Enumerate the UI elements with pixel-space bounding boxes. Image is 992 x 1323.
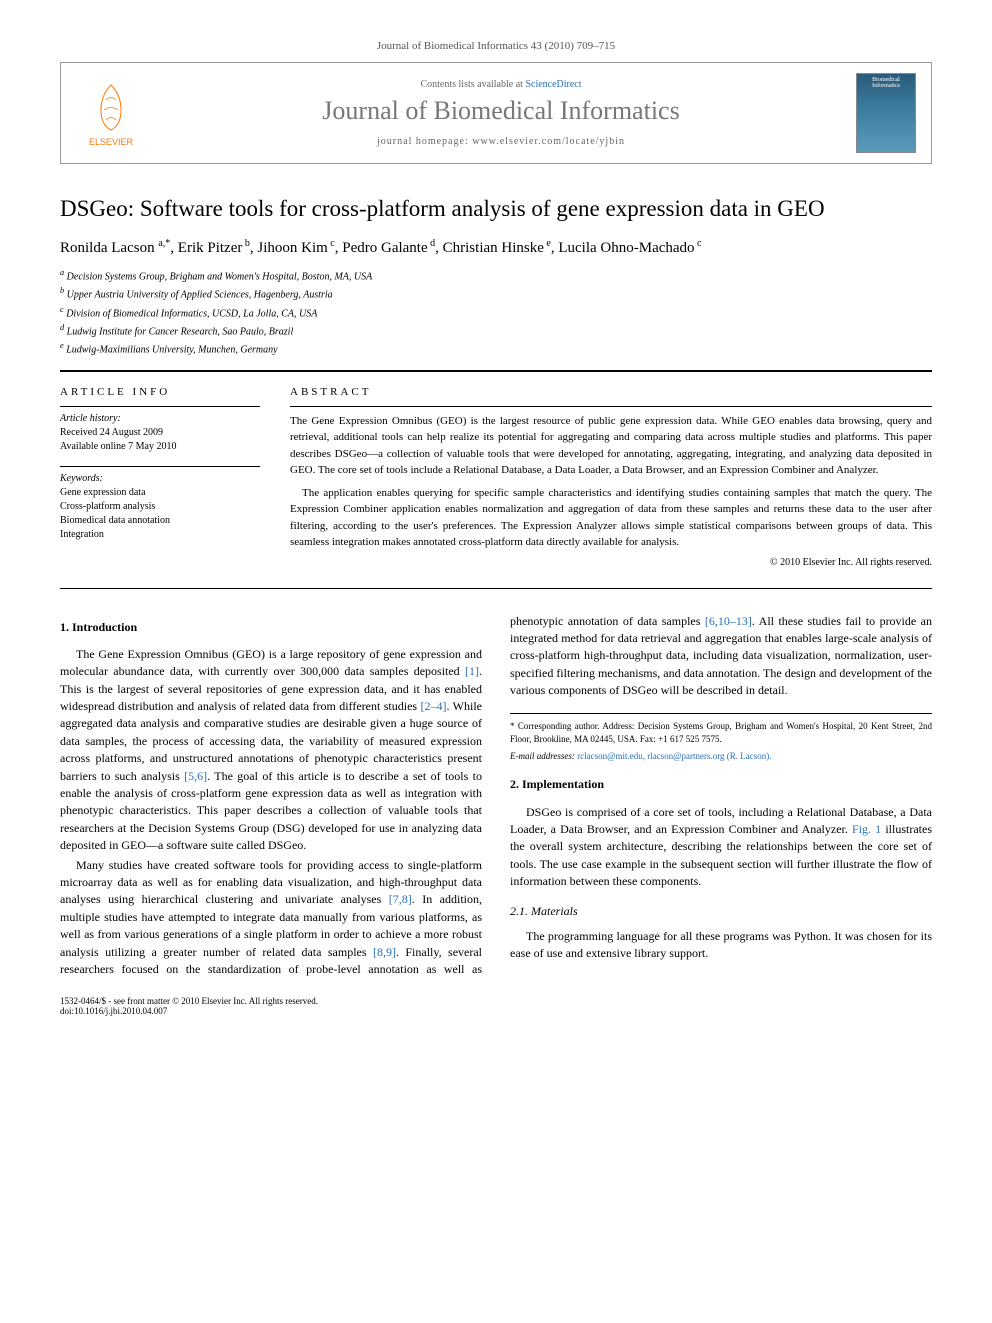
abstract-column: ABSTRACT The Gene Expression Omnibus (GE… [290,386,932,568]
keywords-text: Gene expression dataCross-platform analy… [60,486,260,542]
publisher-logo: ELSEVIER [76,76,146,151]
corresponding-author: * Corresponding author. Address: Decisio… [510,720,932,745]
email-addresses[interactable]: rclacson@mit.edu, rlacson@partners.org (… [577,751,771,761]
email-label: E-mail addresses: [510,751,575,761]
authors-list: Ronilda Lacson a,*, Erik Pitzer b, Jihoo… [60,238,932,257]
abstract-copyright: © 2010 Elsevier Inc. All rights reserved… [290,557,932,568]
issn-line: 1532-0464/$ - see front matter © 2010 El… [60,996,932,1006]
contents-available: Contents lists available at ScienceDirec… [146,79,856,90]
article-info-column: ARTICLE INFO Article history: Received 2… [60,386,260,568]
paragraph: The Gene Expression Omnibus (GEO) is a l… [60,646,482,855]
sciencedirect-link[interactable]: ScienceDirect [525,79,581,90]
abstract-body: The Gene Expression Omnibus (GEO) is the… [290,406,932,551]
keywords-label: Keywords: [60,473,260,484]
section-heading-intro: 1. Introduction [60,619,482,636]
divider [60,588,932,589]
paragraph: The programming language for all these p… [510,928,932,963]
subsection-heading-materials: 2.1. Materials [510,903,932,920]
affiliations: a Decision Systems Group, Brigham and Wo… [60,267,932,358]
article-info-heading: ARTICLE INFO [60,386,260,398]
section-heading-impl: 2. Implementation [510,776,932,793]
journal-reference: Journal of Biomedical Informatics 43 (20… [60,40,932,52]
body-text: 1. Introduction The Gene Expression Omni… [60,613,932,979]
abstract-heading: ABSTRACT [290,386,932,398]
journal-cover-thumb: Biomedical Informatics [856,73,916,153]
journal-homepage: journal homepage: www.elsevier.com/locat… [146,136,856,147]
publisher-name: ELSEVIER [89,137,133,147]
history-label: Article history: [60,413,260,424]
corresponding-footer: * Corresponding author. Address: Decisio… [510,713,932,762]
page-footer-meta: 1532-0464/$ - see front matter © 2010 El… [60,996,932,1016]
journal-header: ELSEVIER Contents lists available at Sci… [60,62,932,164]
history-text: Received 24 August 2009Available online … [60,426,260,454]
divider [60,370,932,372]
paragraph: DSGeo is comprised of a core set of tool… [510,804,932,891]
journal-name: Journal of Biomedical Informatics [146,96,856,126]
doi-line: doi:10.1016/j.jbi.2010.04.007 [60,1006,932,1016]
article-title: DSGeo: Software tools for cross-platform… [60,194,932,224]
